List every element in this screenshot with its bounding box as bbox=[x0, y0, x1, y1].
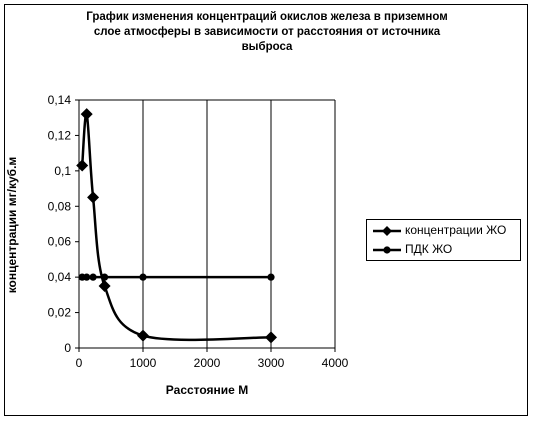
series-0-point-3 bbox=[98, 280, 111, 292]
series-1-point-5 bbox=[267, 273, 275, 281]
y-tick-label-6: 0,12 bbox=[48, 128, 72, 142]
axis-layer: 0 0,02 0,04 0,06 0,08 0,1 0,12 0,14 0 1000 2000 300… bbox=[48, 93, 349, 370]
series-0-point-4 bbox=[137, 329, 149, 342]
legend-label-concentration: концентрации ЖО bbox=[405, 223, 507, 237]
series-1-point-2 bbox=[89, 273, 97, 281]
y-tick-label-3: 0,06 bbox=[48, 235, 72, 249]
legend-diamond-marker bbox=[382, 226, 392, 236]
series-1-point-1 bbox=[83, 273, 91, 281]
legend-label-pdk: ПДК ЖО bbox=[405, 242, 453, 256]
y-tick-label-4: 0,08 bbox=[48, 199, 72, 213]
x-tick-label-2: 2000 bbox=[194, 356, 221, 370]
y-tick-label-0: 0 bbox=[64, 341, 71, 355]
series-line-0 bbox=[80, 112, 272, 342]
series-1-point-4 bbox=[139, 273, 147, 281]
series-0-point-2 bbox=[87, 191, 100, 204]
x-tick-label-4: 4000 bbox=[322, 356, 349, 370]
y-tick-label-1: 0,02 bbox=[48, 306, 72, 320]
y-tick-label-2: 0,04 bbox=[48, 270, 72, 284]
series-0-point-5 bbox=[265, 331, 277, 344]
y-tick-label-5: 0,1 bbox=[54, 164, 71, 178]
chart-title-line-2: слое атмосферы в зависимости от расстоян… bbox=[93, 26, 441, 38]
grid-layer bbox=[79, 99, 336, 348]
x-tick-label-3: 3000 bbox=[258, 356, 285, 370]
chart-title-line-1: График изменения концентраций окислов же… bbox=[86, 11, 448, 23]
series-1-point-3 bbox=[101, 273, 109, 281]
series-0-point-0 bbox=[76, 159, 89, 172]
x-axis-label: Расстояние М bbox=[166, 383, 248, 397]
x-tick-label-0: 0 bbox=[76, 356, 83, 370]
chart-frame bbox=[4, 4, 528, 416]
legend: концентрации ЖО ПДК ЖО bbox=[366, 219, 521, 261]
x-tick-label-1: 1000 bbox=[130, 356, 157, 370]
series-layer bbox=[76, 108, 277, 344]
legend-circle-marker bbox=[383, 246, 391, 254]
y-axis-label: концентрации мг/куб.м bbox=[5, 157, 19, 294]
y-tick-label-7: 0,14 bbox=[48, 93, 72, 107]
series-0-point-1 bbox=[80, 108, 93, 121]
chart-title-line-3: выброса bbox=[241, 41, 293, 53]
